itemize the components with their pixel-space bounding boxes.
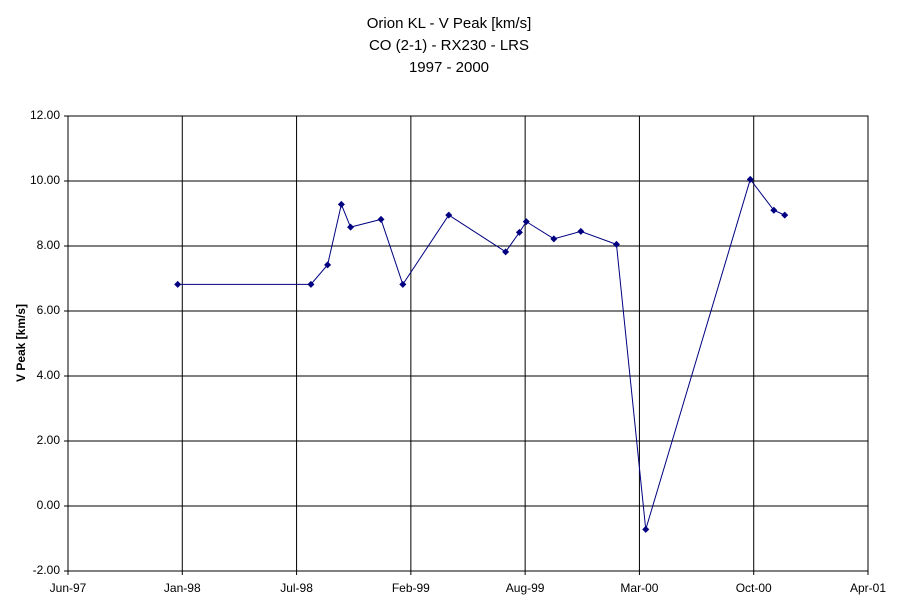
x-tick-label: Feb-99 [392, 581, 430, 595]
y-tick-label: -2.00 [33, 563, 61, 577]
data-point [612, 240, 620, 248]
x-tick-label: Aug-99 [506, 581, 545, 595]
data-point [324, 261, 332, 269]
data-point [502, 248, 510, 256]
data-point [770, 206, 778, 214]
data-point [642, 525, 650, 533]
data-point [399, 280, 407, 288]
x-tick-label: Apr-01 [850, 581, 886, 595]
y-tick-label: 2.00 [37, 433, 61, 447]
y-tick-label: 6.00 [37, 303, 61, 317]
x-tick-label: Jan-98 [164, 581, 201, 595]
y-tick-label: 8.00 [37, 238, 61, 252]
data-point [515, 228, 523, 236]
data-point [347, 223, 355, 231]
y-tick-label: 10.00 [30, 173, 60, 187]
y-tick-label: 12.00 [30, 108, 60, 122]
x-tick-label: Jul-98 [280, 581, 313, 595]
chart-subtitle: CO (2-1) - RX230 - LRS [369, 37, 529, 54]
data-point [174, 280, 182, 288]
plot-border [67, 115, 869, 572]
y-axis-label: V Peak [km/s] [14, 304, 28, 382]
data-point [746, 175, 754, 183]
chart-title: Orion KL - V Peak [km/s] [367, 15, 532, 32]
series-line [177, 178, 785, 530]
y-tick-label: 0.00 [37, 498, 61, 512]
x-tick-label: Mar-00 [620, 581, 658, 595]
data-point [781, 211, 789, 219]
x-tick-label: Jun-97 [50, 581, 87, 595]
data-point [550, 235, 558, 243]
x-tick-label: Oct-00 [736, 581, 772, 595]
data-point [445, 211, 453, 219]
data-point [377, 215, 385, 223]
data-point [307, 280, 315, 288]
chart-subtitle: 1997 - 2000 [409, 59, 489, 76]
y-tick-label: 4.00 [37, 368, 61, 382]
data-point [337, 200, 345, 208]
data-point [522, 218, 530, 226]
data-point [577, 227, 585, 235]
